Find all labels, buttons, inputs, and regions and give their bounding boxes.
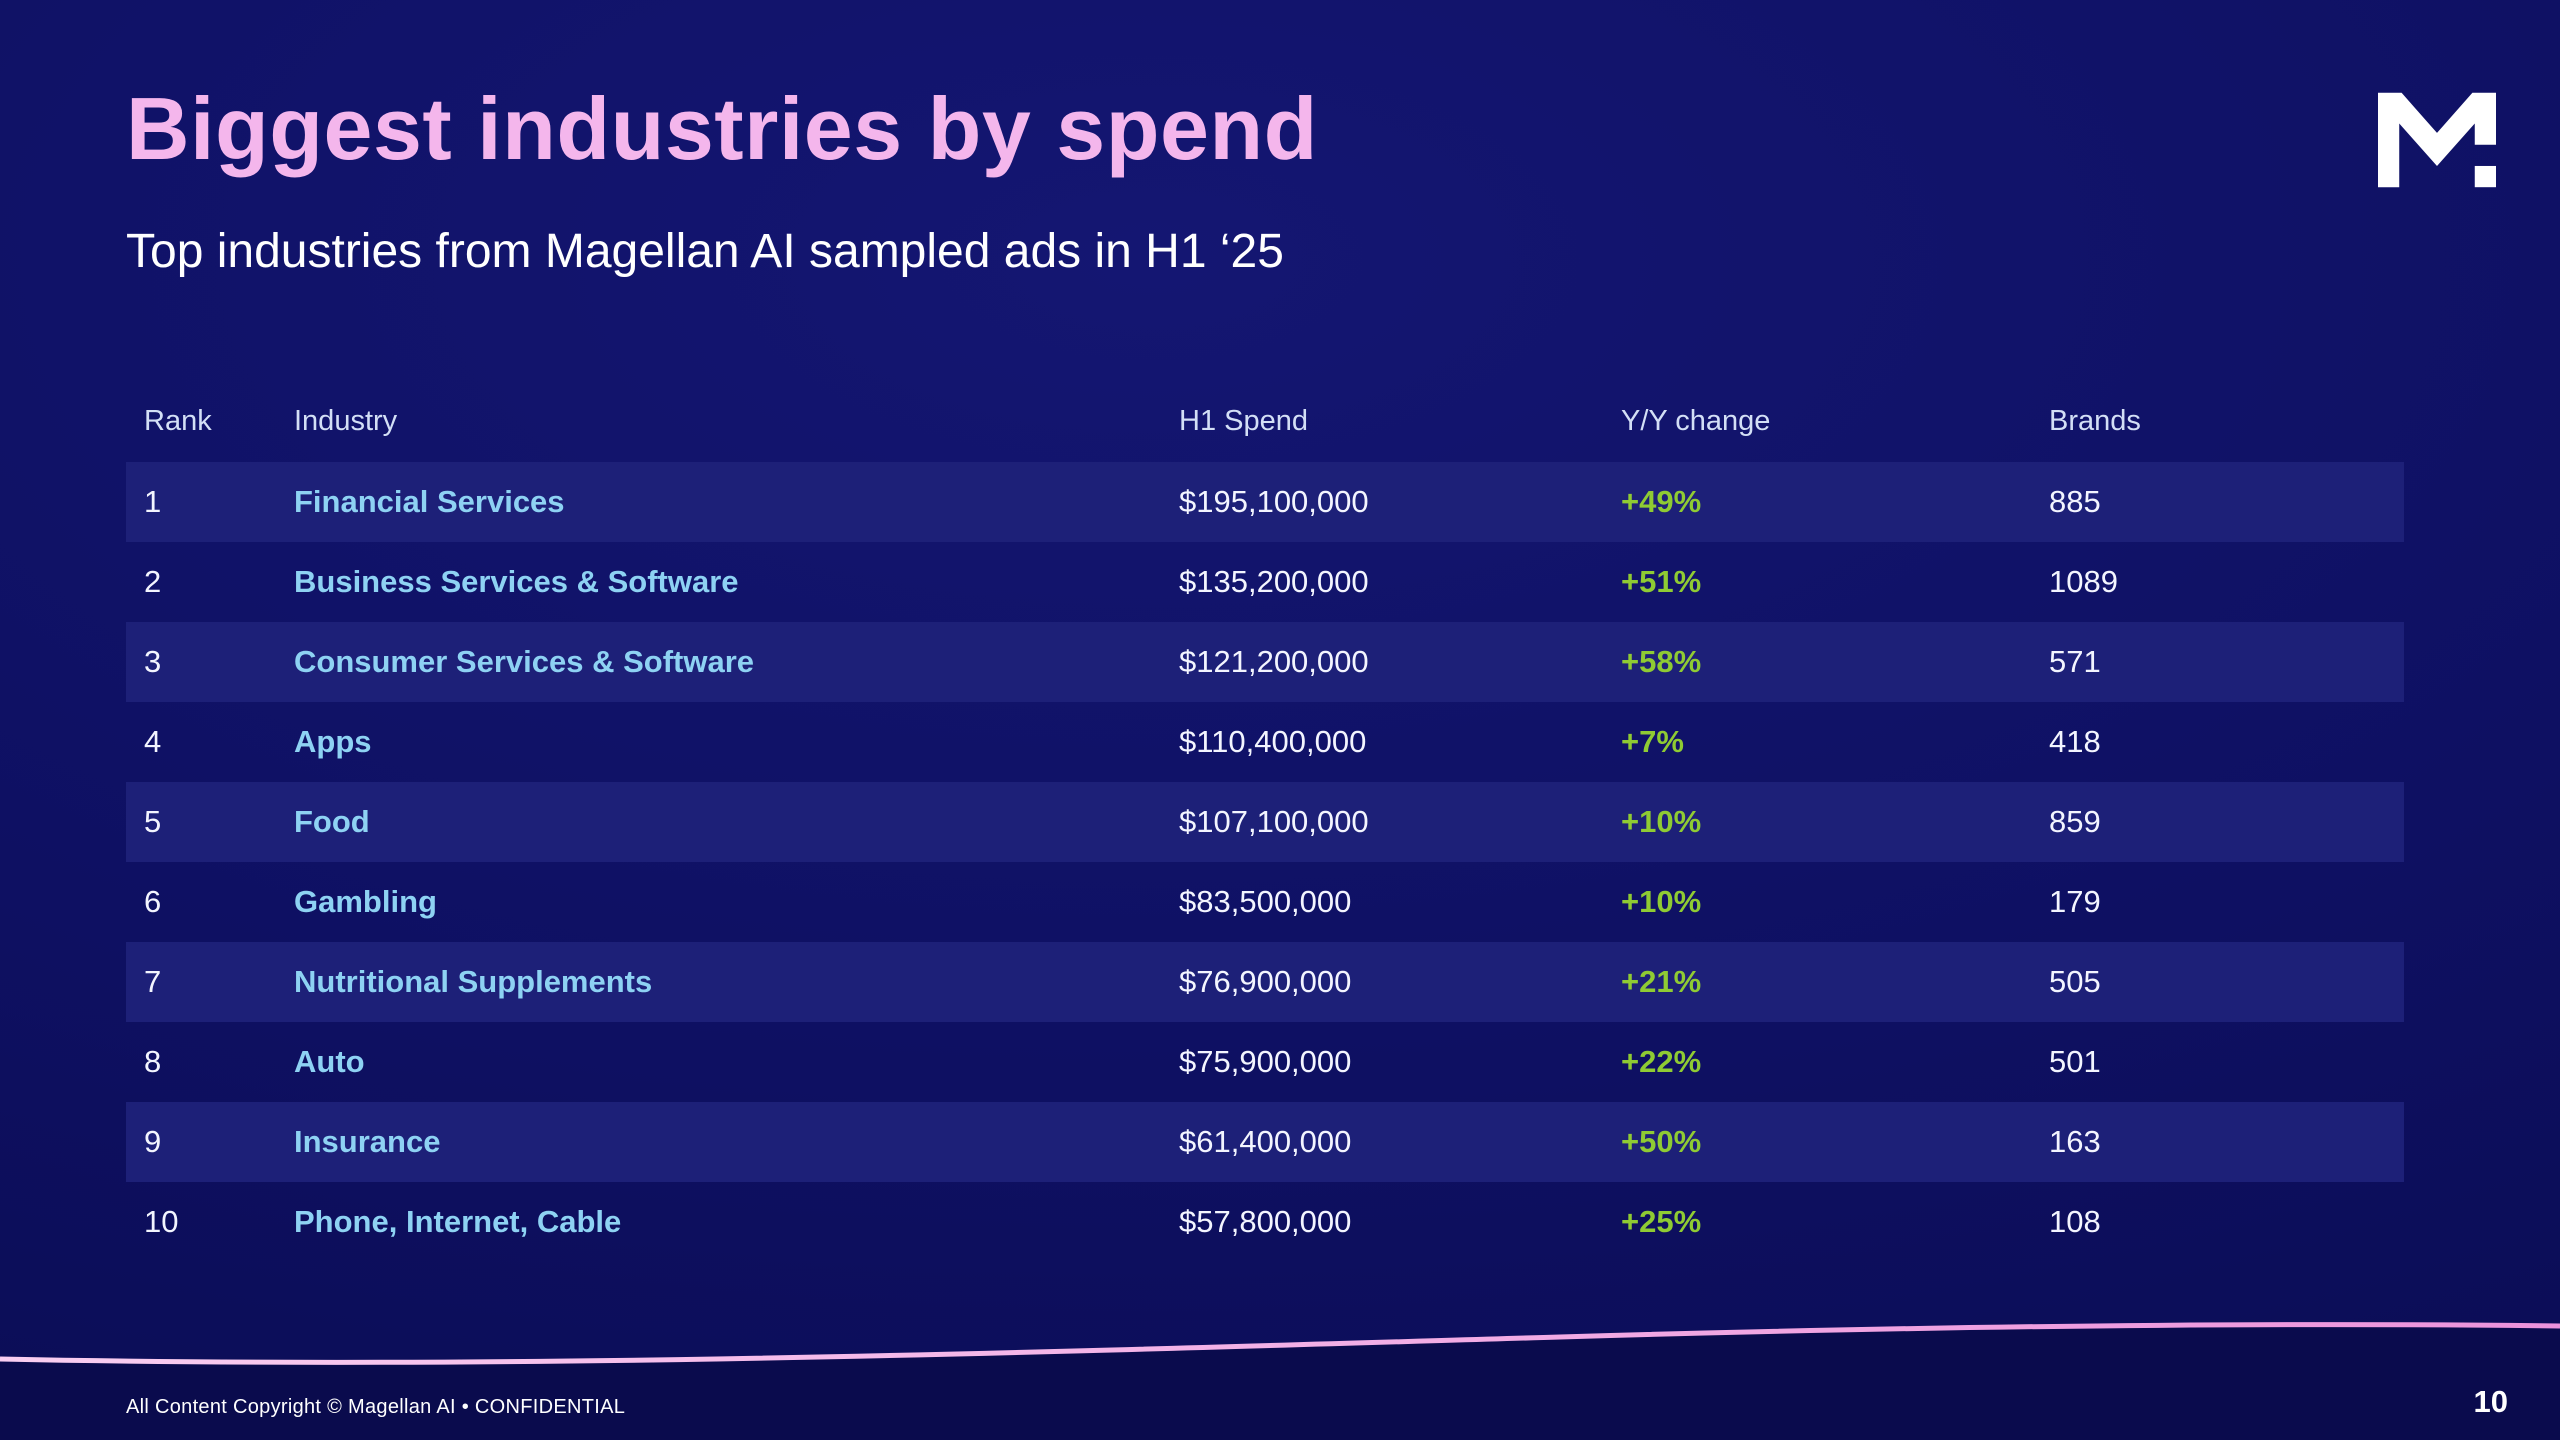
footer-copyright: All Content Copyright © Magellan AI • CO… xyxy=(126,1396,626,1418)
cell-spend: $76,900,000 xyxy=(1179,964,1352,999)
cell-rank: 3 xyxy=(144,644,162,679)
cell-change: +58% xyxy=(1621,644,1702,679)
cell-spend: $135,200,000 xyxy=(1179,564,1369,599)
cell-brands: 163 xyxy=(2049,1124,2101,1159)
cell-brands: 179 xyxy=(2049,884,2101,919)
table-row: 10 Phone, Internet, Cable $57,800,000 +2… xyxy=(126,1182,2404,1262)
cell-rank: 4 xyxy=(144,724,162,759)
cell-spend: $107,100,000 xyxy=(1179,804,1369,839)
table-row: 8 Auto $75,900,000 +22% 501 xyxy=(126,1022,2404,1102)
cell-change: +49% xyxy=(1621,484,1702,519)
table-row: 5 Food $107,100,000 +10% 859 xyxy=(126,782,2404,862)
cell-change: +10% xyxy=(1621,884,1702,919)
cell-spend: $61,400,000 xyxy=(1179,1124,1352,1159)
cell-spend: $195,100,000 xyxy=(1179,484,1369,519)
cell-brands: 108 xyxy=(2049,1204,2101,1239)
cell-industry: Phone, Internet, Cable xyxy=(294,1204,622,1239)
table-row: 3 Consumer Services & Software $121,200,… xyxy=(126,622,2404,702)
cell-spend: $110,400,000 xyxy=(1179,724,1367,759)
cell-rank: 8 xyxy=(144,1044,162,1079)
table-row: 4 Apps $110,400,000 +7% 418 xyxy=(126,702,2404,782)
page-number: 10 xyxy=(2473,1384,2508,1419)
column-header-industry: Industry xyxy=(294,404,398,437)
cell-spend: $121,200,000 xyxy=(1179,644,1369,679)
cell-change: +22% xyxy=(1621,1044,1702,1079)
column-header-change: Y/Y change xyxy=(1621,404,1771,437)
table-header: Rank Industry H1 Spend Y/Y change Brands xyxy=(126,380,2404,462)
magellan-m-logo xyxy=(2378,92,2496,188)
slide-title: Biggest industries by spend xyxy=(126,79,1318,178)
cell-industry: Business Services & Software xyxy=(294,564,739,599)
cell-change: +25% xyxy=(1621,1204,1702,1239)
table-row: 6 Gambling $83,500,000 +10% 179 xyxy=(126,862,2404,942)
cell-brands: 505 xyxy=(2049,964,2101,999)
bottom-wave-decoration xyxy=(0,1322,2560,1440)
cell-change: +21% xyxy=(1621,964,1702,999)
cell-industry: Nutritional Supplements xyxy=(294,964,653,999)
cell-rank: 9 xyxy=(144,1124,162,1159)
cell-spend: $83,500,000 xyxy=(1179,884,1352,919)
table-body: 1 Financial Services $195,100,000 +49% 8… xyxy=(126,462,2404,1262)
cell-change: +7% xyxy=(1621,724,1684,759)
cell-rank: 5 xyxy=(144,804,162,839)
cell-spend: $57,800,000 xyxy=(1179,1204,1352,1239)
cell-industry: Apps xyxy=(294,724,372,759)
table-row: 7 Nutritional Supplements $76,900,000 +2… xyxy=(126,942,2404,1022)
cell-spend: $75,900,000 xyxy=(1179,1044,1352,1079)
column-header-spend: H1 Spend xyxy=(1179,404,1308,437)
cell-industry: Financial Services xyxy=(294,484,565,519)
cell-rank: 6 xyxy=(144,884,162,919)
table-row: 2 Business Services & Software $135,200,… xyxy=(126,542,2404,622)
industries-table: Rank Industry H1 Spend Y/Y change Brands… xyxy=(126,380,2404,1262)
cell-rank: 1 xyxy=(144,484,162,519)
column-header-rank: Rank xyxy=(144,404,212,437)
cell-brands: 418 xyxy=(2049,724,2101,759)
cell-rank: 2 xyxy=(144,564,162,599)
table-row: 1 Financial Services $195,100,000 +49% 8… xyxy=(126,462,2404,542)
cell-brands: 859 xyxy=(2049,804,2101,839)
cell-brands: 501 xyxy=(2049,1044,2101,1079)
slide-subtitle: Top industries from Magellan AI sampled … xyxy=(126,225,1284,278)
table-row: 9 Insurance $61,400,000 +50% 163 xyxy=(126,1102,2404,1182)
column-header-brands: Brands xyxy=(2049,404,2141,437)
cell-change: +51% xyxy=(1621,564,1702,599)
cell-rank: 7 xyxy=(144,964,162,999)
cell-brands: 571 xyxy=(2049,644,2101,679)
cell-industry: Gambling xyxy=(294,884,437,919)
cell-brands: 1089 xyxy=(2049,564,2118,599)
cell-brands: 885 xyxy=(2049,484,2101,519)
cell-industry: Auto xyxy=(294,1044,365,1079)
cell-industry: Food xyxy=(294,804,370,839)
cell-change: +50% xyxy=(1621,1124,1702,1159)
cell-change: +10% xyxy=(1621,804,1702,839)
cell-industry: Insurance xyxy=(294,1124,441,1159)
cell-industry: Consumer Services & Software xyxy=(294,644,755,679)
cell-rank: 10 xyxy=(144,1204,179,1239)
